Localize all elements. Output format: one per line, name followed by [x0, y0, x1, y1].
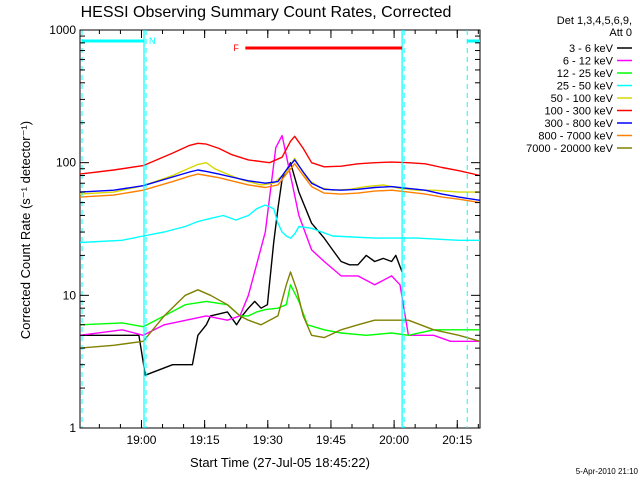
- series-line-5: [79, 135, 481, 177]
- legend-entry-label-2: 12 - 25 keV: [557, 68, 614, 80]
- legend-entry-label-4: 50 - 100 keV: [551, 93, 614, 105]
- series-line-8: [79, 271, 481, 349]
- legend-entry-label-3: 25 - 50 keV: [557, 81, 614, 93]
- x-tick-label-3: 19:45: [316, 433, 346, 447]
- legend-header-0: Det 1,3,4,5,6,9,: [557, 15, 632, 27]
- y-tick-label-2: 100: [56, 156, 76, 170]
- legend-entry-label-1: 6 - 12 keV: [563, 56, 614, 68]
- y-tick-label-0: 1: [69, 421, 76, 435]
- series-line-3: [79, 204, 480, 244]
- y-axis-label: Corrected Count Rate (s⁻¹ detector⁻¹): [18, 121, 33, 339]
- plot-frame: [79, 29, 481, 429]
- legend-entry-label-5: 100 - 300 keV: [545, 106, 614, 118]
- legend-entry-label-6: 300 - 800 keV: [545, 118, 614, 130]
- chart-title: HESSI Observing Summary Count Rates, Cor…: [81, 4, 452, 21]
- legend-header-1: Att 0: [609, 27, 632, 39]
- legend-entry-label-8: 7000 - 20000 keV: [526, 143, 614, 155]
- x-tick-label-0: 19:00: [126, 433, 156, 447]
- timestamp: 5-Apr-2010 21:10: [576, 467, 639, 476]
- legend-entry-label-7: 800 - 7000 keV: [538, 131, 613, 143]
- flag-label-F: F: [233, 43, 239, 53]
- x-tick-label-5: 20:15: [442, 433, 472, 447]
- series-line-7: [79, 163, 481, 204]
- y-tick-label-1: 10: [63, 288, 77, 302]
- x-axis-label: Start Time (27-Jul-05 18:45:22): [190, 455, 370, 470]
- series-line-1: [79, 134, 480, 342]
- y-axis: 1 10 100 1000: [49, 23, 480, 435]
- series-layer: [79, 134, 481, 376]
- series-line-0: [80, 161, 403, 376]
- x-tick-label-2: 19:30: [253, 433, 283, 447]
- series-line-2: [79, 284, 480, 336]
- series-line-6: [79, 159, 481, 201]
- flag-label-N: N: [149, 36, 156, 46]
- x-tick-label-1: 19:15: [190, 433, 220, 447]
- legend-entry-label-0: 3 - 6 keV: [569, 43, 614, 55]
- y-tick-label-3: 1000: [49, 23, 76, 37]
- x-tick-label-4: 20:00: [379, 433, 409, 447]
- marker-layer: NF: [81, 30, 480, 428]
- plot-area: NF: [79, 29, 481, 429]
- x-axis: 19:00 19:15 19:30 19:45 20:00 20:15: [98, 30, 479, 447]
